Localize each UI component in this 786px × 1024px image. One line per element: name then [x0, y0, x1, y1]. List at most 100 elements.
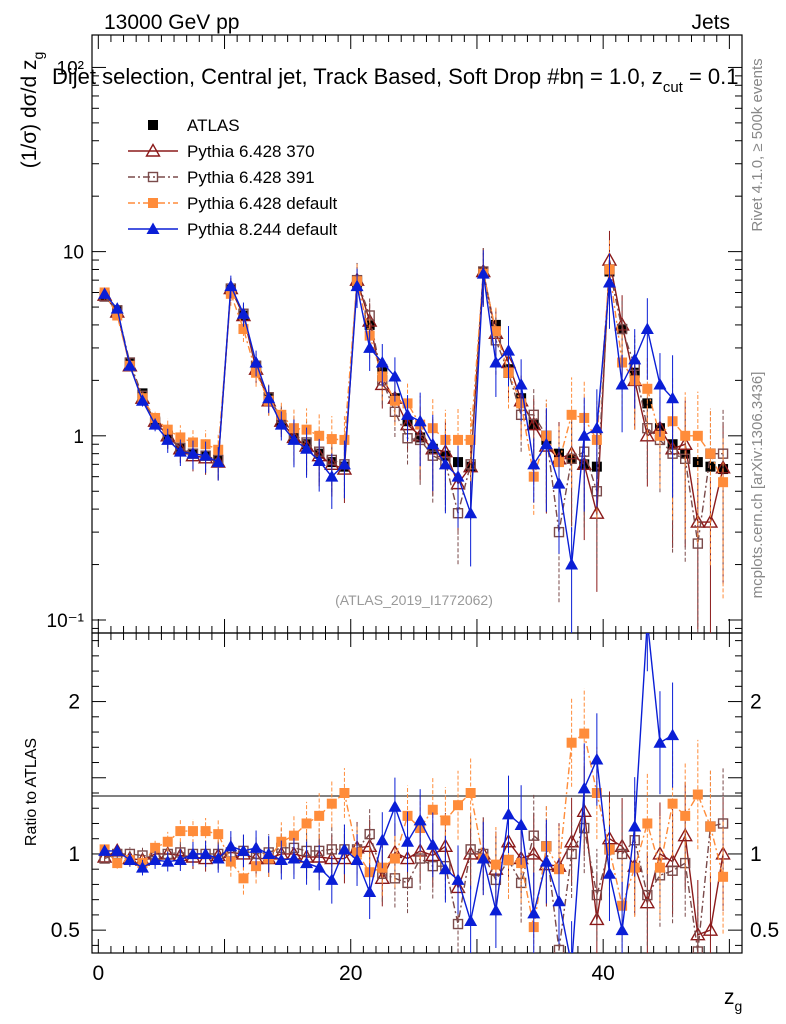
data-point [718, 871, 729, 882]
energy-label: 13000 GeV pp [104, 11, 239, 34]
legend-label: Pythia 8.244 default [187, 220, 338, 239]
data-point [363, 341, 377, 353]
data-point [677, 827, 693, 842]
data-point [211, 455, 225, 468]
ratio-series-group [96, 633, 731, 953]
data-point [326, 798, 337, 809]
data-point [426, 838, 440, 850]
data-point [527, 906, 541, 919]
data-point [314, 430, 325, 441]
data-point [262, 391, 276, 404]
ratio-panel-frame [91, 632, 743, 954]
data-point [300, 856, 314, 869]
data-point [161, 855, 175, 867]
data-point [451, 873, 465, 885]
ratio-y-tick-label-right: 0.5 [750, 919, 779, 942]
data-point [186, 447, 200, 459]
data-point [705, 821, 716, 832]
data-point [173, 445, 187, 457]
data-point [654, 862, 665, 873]
data-point [301, 818, 312, 829]
data-point [566, 848, 577, 860]
data-point [465, 434, 476, 445]
data-point [527, 457, 541, 470]
data-point [615, 923, 629, 936]
data-point [199, 449, 213, 461]
legend-label: Pythia 6.428 default [187, 194, 338, 213]
data-point [135, 861, 149, 873]
data-point [589, 911, 605, 926]
data-point [692, 430, 703, 441]
data-point [110, 844, 124, 856]
data-point [249, 356, 263, 368]
data-point [653, 736, 667, 748]
x-tick-label: 40 [591, 962, 614, 985]
data-point [615, 377, 629, 390]
data-point [413, 813, 427, 826]
data-point [452, 918, 464, 930]
axes-group: 0 20 40 10⁻¹ 1 10 10² 0.5 0.5 1 1 2 2 [47, 35, 779, 985]
data-point [579, 728, 590, 739]
ratio-y-tick-label-right: 1 [750, 843, 762, 866]
y-tick-label: 10² [57, 58, 84, 79]
data-point [653, 377, 667, 390]
data-point [98, 287, 112, 299]
data-point [375, 833, 389, 846]
data-point [224, 279, 238, 292]
data-point [464, 506, 478, 519]
title-tail: = 0.1 [683, 64, 739, 89]
y-tick-label: 10⁻¹ [47, 611, 85, 632]
data-point [702, 922, 719, 936]
data-point [288, 830, 299, 841]
ratio-ylabel: Ratio to ATLAS [23, 738, 40, 846]
main-series-group [96, 230, 731, 633]
data-point [211, 852, 225, 864]
data-point [312, 454, 326, 466]
data-point [312, 861, 326, 873]
ratio-y-tick-label-right: 2 [750, 691, 762, 714]
data-point [553, 944, 565, 953]
title-prefix: Dijet selection, Central jet, Track Base… [52, 64, 572, 89]
data-point [616, 848, 628, 860]
data-point [413, 414, 427, 427]
data-point [364, 828, 375, 840]
data-point [566, 737, 577, 748]
data-point [274, 853, 288, 866]
data-point [465, 844, 476, 855]
data-point [337, 457, 351, 470]
data-point [577, 781, 591, 794]
ratio-y-tick-label: 1 [68, 843, 80, 866]
legend-label: Pythia 6.428 391 [187, 168, 315, 187]
data-point [326, 844, 338, 855]
data-point [262, 847, 276, 859]
data-point [642, 383, 653, 394]
data-point [464, 914, 478, 926]
series-line [104, 259, 724, 523]
mcplots-label: mcplots.cern.ch [arXiv:1306.3436] [749, 372, 766, 599]
data-point [350, 279, 364, 292]
data-point [135, 394, 149, 406]
legend-marker [148, 198, 158, 208]
data-point [514, 377, 528, 390]
data-point [591, 889, 603, 901]
legend-marker [146, 222, 160, 234]
data-point [539, 855, 553, 867]
data-point [502, 807, 516, 820]
data-point [642, 818, 653, 829]
rivet-version-label: Rivet 4.1.0, ≥ 500k events [749, 58, 766, 231]
data-point [426, 437, 440, 450]
data-point [602, 275, 616, 288]
data-point [339, 434, 350, 445]
analysis-id-label: (ATLAS_2019_I1772062) [335, 592, 493, 608]
legend-label: Pythia 6.428 370 [187, 142, 315, 161]
data-point [325, 873, 339, 885]
y-tick-label: 1 [73, 427, 84, 448]
data-point [677, 436, 693, 450]
data-point [628, 820, 642, 832]
data-point [552, 477, 566, 489]
plot-title: Dijet selection, Central jet, Track Base… [52, 64, 738, 96]
data-point [503, 855, 514, 866]
legend-marker [148, 120, 158, 130]
data-point [236, 307, 250, 319]
data-point [692, 789, 703, 800]
